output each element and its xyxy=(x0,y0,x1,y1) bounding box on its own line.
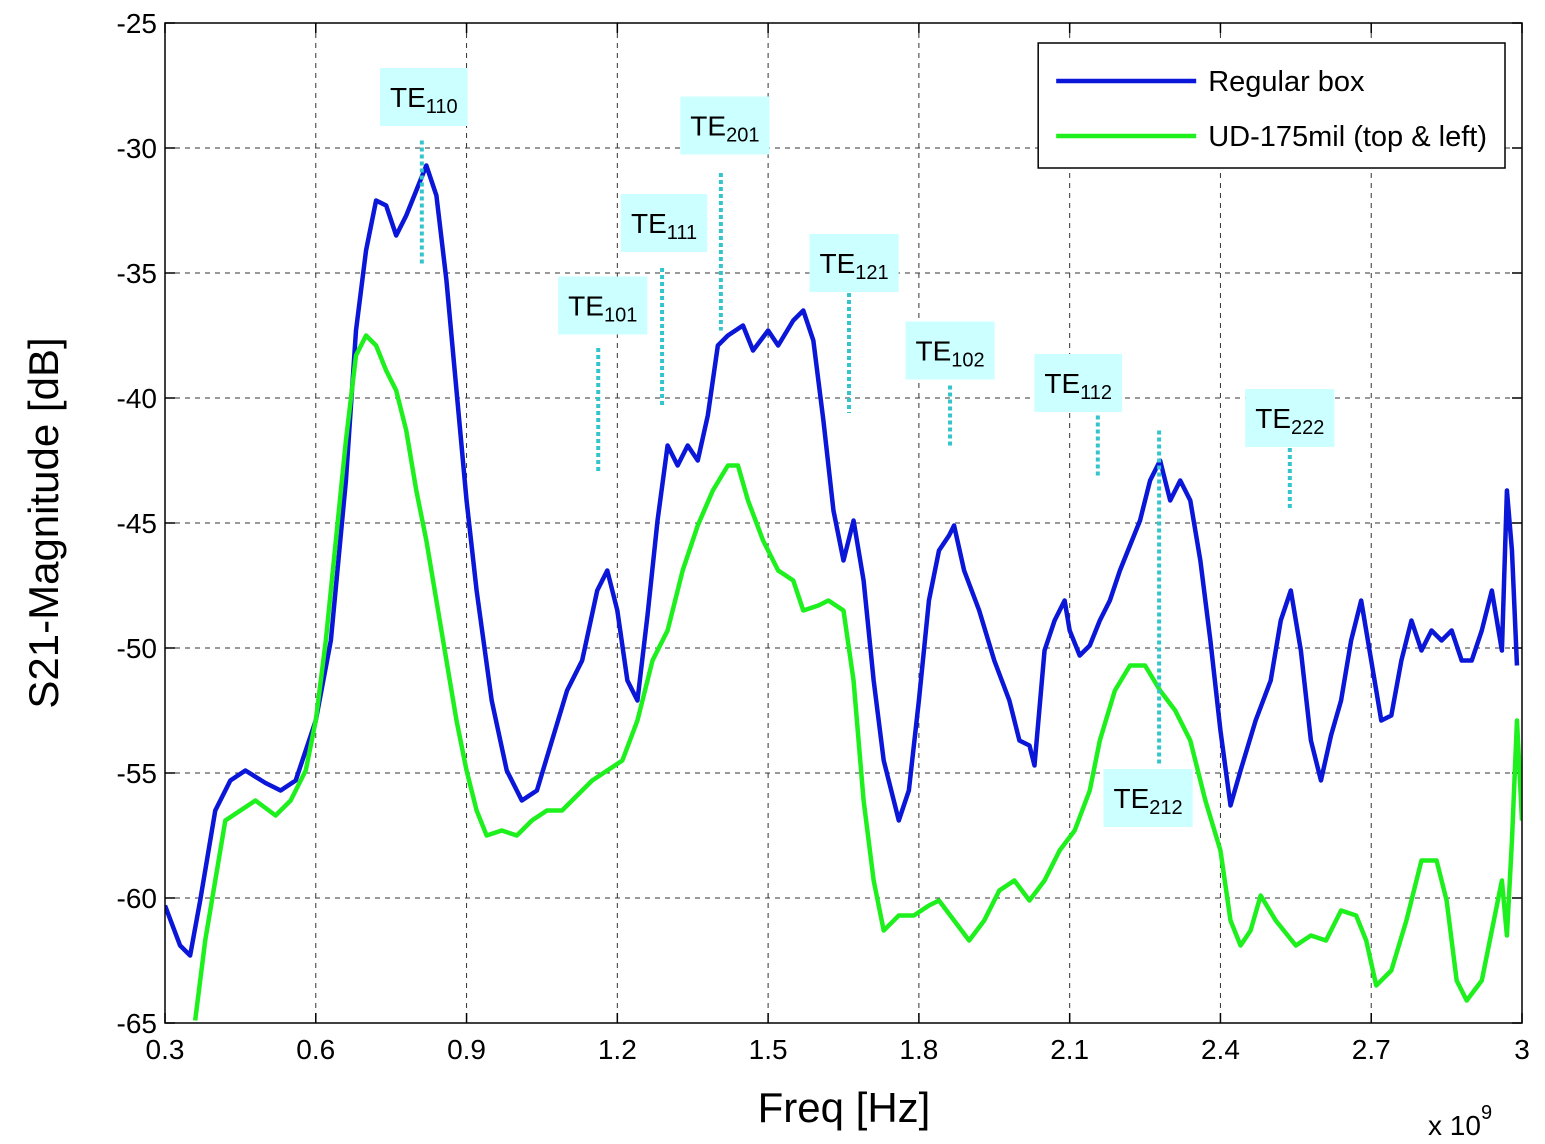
annotation-text: TE xyxy=(1113,783,1149,814)
annotation-text: TE xyxy=(631,208,667,239)
y-tick-label: -30 xyxy=(117,133,157,164)
annotation-sub: 111 xyxy=(667,222,697,244)
annotation-label: TE101 xyxy=(568,291,637,327)
annotation-box xyxy=(1103,769,1193,827)
annotation-box xyxy=(680,96,770,155)
annotation-text: TE xyxy=(1255,403,1291,434)
annotation-box xyxy=(558,276,648,335)
x-tick-label: 0.3 xyxy=(146,1034,185,1065)
annotation-label: TE111 xyxy=(631,208,697,244)
annotation-sub: 201 xyxy=(726,125,759,147)
annotation: TE110 xyxy=(379,68,468,126)
annotation: TE222 xyxy=(1245,389,1335,447)
x-tick-label: 2.4 xyxy=(1201,1034,1240,1065)
x-tick-label: 2.1 xyxy=(1050,1034,1089,1065)
x-multiplier-base: x 10 xyxy=(1428,1110,1481,1141)
annotation-label: TE201 xyxy=(690,111,759,147)
series-line xyxy=(192,333,1522,1021)
annotation-text: TE xyxy=(568,291,604,322)
annotation-text: TE xyxy=(690,111,726,142)
annotation-sub: 112 xyxy=(1080,382,1112,404)
annotation: TE102 xyxy=(905,321,995,380)
annotation-box xyxy=(1034,354,1123,412)
annotation-text: TE xyxy=(915,336,951,367)
y-tick-label: -50 xyxy=(117,633,157,664)
y-tick-label: -45 xyxy=(117,508,157,539)
annotation: TE121 xyxy=(809,234,899,292)
annotation-text: TE xyxy=(1044,368,1080,399)
annotation-box xyxy=(620,194,708,252)
annotation-label: TE212 xyxy=(1113,783,1182,819)
annotation-box xyxy=(379,68,468,126)
legend-label: Regular box xyxy=(1208,66,1365,98)
annotation-label: TE222 xyxy=(1255,403,1324,439)
annotation-sub: 101 xyxy=(604,305,637,327)
annotation-sub: 222 xyxy=(1291,417,1324,439)
y-tick-label: -65 xyxy=(117,1008,157,1039)
axes-frame xyxy=(164,22,1523,1024)
annotation-box xyxy=(905,321,995,380)
annotation: TE201 xyxy=(680,96,770,155)
x-multiplier-exponent: 9 xyxy=(1481,1102,1492,1124)
x-tick-label: 2.7 xyxy=(1352,1034,1391,1065)
x-tick-label: 3 xyxy=(1514,1034,1530,1065)
x-tick-label: 1.2 xyxy=(598,1034,637,1065)
y-axis-label: S21-Magnitude [dB] xyxy=(20,337,67,708)
series-line xyxy=(165,163,1520,958)
annotation: TE111 xyxy=(620,194,708,252)
y-tick-label: -55 xyxy=(117,758,157,789)
annotation-sub: 102 xyxy=(951,350,984,372)
annotation-label: TE121 xyxy=(819,248,888,284)
annotation-text: TE xyxy=(390,82,426,113)
legend: Regular box UD-175mil (top & left) xyxy=(1037,42,1506,169)
legend-box xyxy=(1037,42,1506,169)
y-tick-label: -35 xyxy=(117,258,157,289)
y-tick-label: -25 xyxy=(117,8,157,39)
x-tick-label: 0.9 xyxy=(447,1034,486,1065)
x-tick-label: 1.8 xyxy=(899,1034,938,1065)
y-tick-label: -40 xyxy=(117,383,157,414)
annotation-label: TE112 xyxy=(1044,368,1112,404)
legend-label: UD-175mil (top & left) xyxy=(1208,121,1487,153)
annotation-box xyxy=(1245,389,1335,447)
annotation: TE212 xyxy=(1103,769,1193,827)
annotation-label: TE102 xyxy=(915,336,984,372)
annotation-box xyxy=(809,234,899,292)
x-multiplier: x 109 xyxy=(1428,1102,1492,1141)
annotation-sub: 110 xyxy=(426,96,458,118)
annotation: TE112 xyxy=(1034,354,1123,412)
annotation-label: TE110 xyxy=(390,82,458,118)
y-tick-label: -60 xyxy=(117,883,157,914)
x-tick-label: 1.5 xyxy=(749,1034,788,1065)
annotation: TE101 xyxy=(558,276,648,335)
x-axis-label: Freq [Hz] xyxy=(758,1084,931,1131)
x-tick-label: 0.6 xyxy=(296,1034,335,1065)
annotation-text: TE xyxy=(819,248,855,279)
annotation-sub: 121 xyxy=(855,262,888,284)
annotation-sub: 212 xyxy=(1149,797,1182,819)
